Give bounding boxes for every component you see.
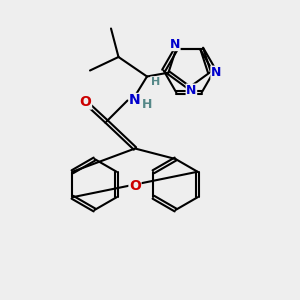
Text: N: N xyxy=(129,94,141,107)
Text: N: N xyxy=(211,66,221,79)
Text: N: N xyxy=(169,38,180,50)
Text: O: O xyxy=(129,179,141,193)
Text: H: H xyxy=(151,77,160,87)
Text: H: H xyxy=(142,98,152,111)
Text: O: O xyxy=(80,95,92,109)
Text: N: N xyxy=(186,84,197,97)
